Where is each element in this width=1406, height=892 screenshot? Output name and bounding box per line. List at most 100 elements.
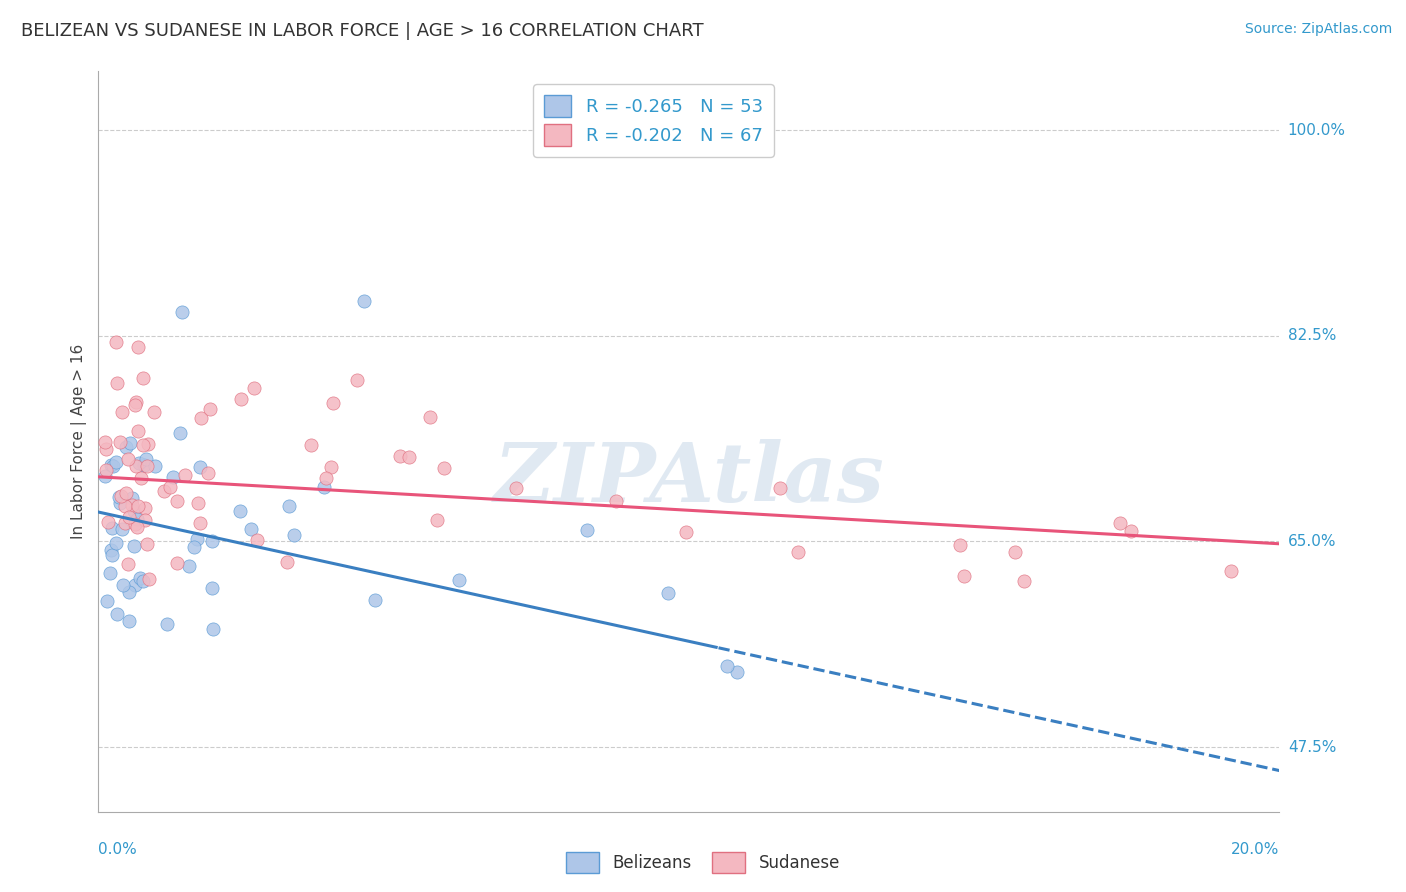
Point — [125, 512, 148, 526]
Point — [200, 402, 222, 417]
Point — [97, 515, 120, 529]
Point — [136, 437, 159, 451]
Point — [278, 499, 301, 513]
Point — [657, 586, 679, 600]
Point — [166, 556, 188, 570]
Point — [108, 495, 131, 509]
Text: 100.0%: 100.0% — [1288, 122, 1346, 137]
Point — [122, 504, 145, 518]
Point — [675, 525, 697, 540]
Point — [202, 622, 225, 636]
Point — [188, 459, 211, 474]
Point — [117, 452, 139, 467]
Point — [388, 449, 411, 463]
Point — [716, 659, 738, 673]
Point — [138, 572, 160, 586]
Legend: Belizeans, Sudanese: Belizeans, Sudanese — [560, 846, 846, 880]
Point — [124, 578, 146, 592]
Text: ZIPAtlas: ZIPAtlas — [494, 439, 884, 518]
Point — [187, 495, 209, 509]
Point — [127, 340, 149, 354]
Text: 47.5%: 47.5% — [1288, 739, 1336, 755]
Text: 82.5%: 82.5% — [1288, 328, 1336, 343]
Point — [953, 569, 976, 583]
Point — [949, 538, 972, 552]
Point — [170, 305, 193, 319]
Point — [201, 533, 224, 548]
Point — [283, 527, 305, 541]
Legend: R = -0.265   N = 53, R = -0.202   N = 67: R = -0.265 N = 53, R = -0.202 N = 67 — [533, 84, 773, 157]
Point — [132, 574, 155, 589]
Point — [174, 467, 197, 482]
Point — [118, 585, 141, 599]
Point — [419, 410, 441, 425]
Point — [101, 549, 124, 563]
Point — [115, 486, 138, 500]
Point — [322, 396, 344, 410]
Point — [246, 533, 269, 548]
Point — [319, 459, 342, 474]
Point — [101, 459, 124, 474]
Point — [1220, 565, 1243, 579]
Point — [111, 522, 134, 536]
Point — [125, 458, 148, 473]
Point — [105, 455, 128, 469]
Point — [117, 510, 139, 524]
Point — [134, 513, 156, 527]
Point — [105, 535, 128, 549]
Point — [135, 458, 157, 473]
Point — [125, 394, 148, 409]
Point — [96, 594, 118, 608]
Point — [108, 435, 131, 450]
Point — [243, 381, 266, 395]
Point — [108, 491, 131, 505]
Point — [101, 521, 124, 535]
Point — [135, 452, 157, 467]
Point — [231, 392, 253, 406]
Point — [111, 405, 134, 419]
Point — [121, 498, 143, 512]
Point — [353, 293, 375, 308]
Text: Source: ZipAtlas.com: Source: ZipAtlas.com — [1244, 22, 1392, 37]
Point — [135, 537, 157, 551]
Text: 20.0%: 20.0% — [1232, 842, 1279, 857]
Point — [398, 450, 420, 464]
Point — [132, 458, 155, 472]
Point — [186, 532, 208, 546]
Point — [100, 458, 122, 472]
Point — [364, 593, 387, 607]
Point — [576, 524, 599, 538]
Point — [240, 522, 263, 536]
Point — [115, 440, 138, 454]
Point — [166, 493, 188, 508]
Point — [127, 425, 149, 439]
Point — [110, 489, 132, 503]
Point — [605, 493, 627, 508]
Point — [315, 471, 337, 485]
Point — [112, 577, 135, 591]
Text: 65.0%: 65.0% — [1288, 534, 1336, 549]
Text: BELIZEAN VS SUDANESE IN LABOR FORCE | AGE > 16 CORRELATION CHART: BELIZEAN VS SUDANESE IN LABOR FORCE | AG… — [21, 22, 704, 40]
Point — [169, 426, 191, 441]
Point — [1121, 524, 1143, 538]
Text: 0.0%: 0.0% — [98, 842, 138, 857]
Point — [725, 665, 748, 679]
Point — [786, 545, 808, 559]
Point — [118, 614, 141, 628]
Point — [201, 581, 224, 595]
Point — [134, 500, 156, 515]
Point — [98, 566, 121, 580]
Point — [105, 376, 128, 390]
Point — [229, 504, 252, 518]
Point — [132, 438, 155, 452]
Point — [132, 371, 155, 385]
Point — [129, 571, 152, 585]
Point — [177, 559, 200, 574]
Point — [127, 499, 149, 513]
Point — [433, 461, 456, 475]
Point — [449, 573, 471, 587]
Point — [1109, 516, 1132, 531]
Point — [124, 399, 146, 413]
Point — [129, 471, 152, 485]
Point — [143, 458, 166, 473]
